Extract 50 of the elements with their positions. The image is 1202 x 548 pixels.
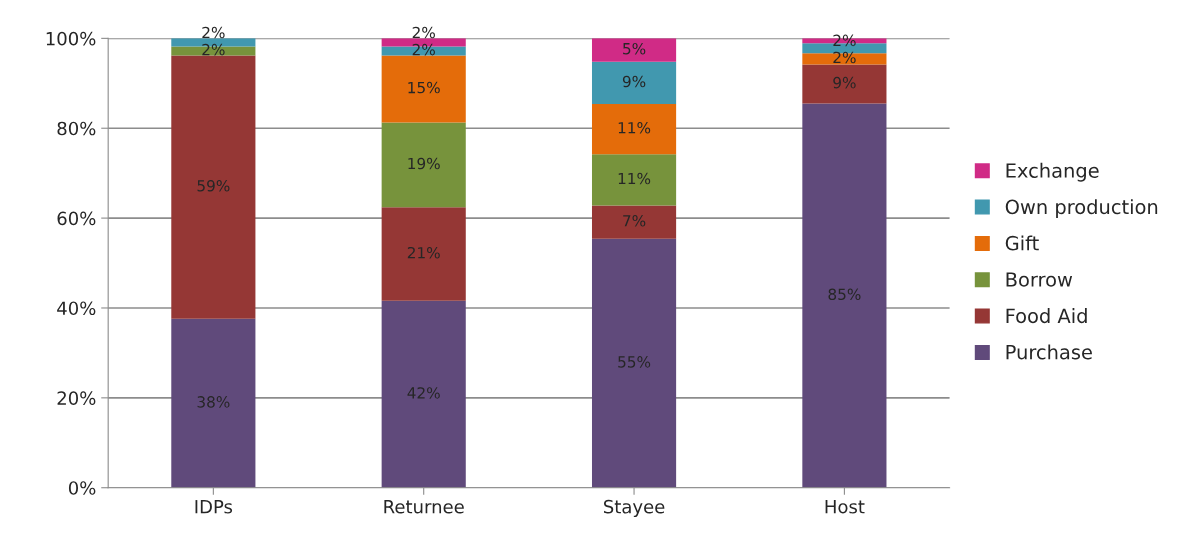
data-label: 21%: [407, 246, 440, 259]
bar: [802, 53, 887, 65]
y-tick-label: 0%: [68, 481, 96, 495]
legend-label: Gift: [1005, 235, 1039, 251]
data-label: 2%: [202, 26, 225, 39]
data-label: 2%: [412, 43, 435, 56]
legend-label: Exchange: [1006, 162, 1099, 182]
data-label: 7%: [623, 215, 646, 227]
bar: [591, 103, 677, 155]
data-label: 38%: [197, 396, 230, 408]
bar: [591, 238, 677, 488]
bar: [591, 205, 677, 239]
data-label: 5%: [623, 42, 646, 55]
data-label: 11%: [618, 122, 651, 134]
legend-label: Food Aid: [1006, 308, 1087, 324]
bar: [171, 55, 256, 319]
bar: [381, 207, 466, 301]
x-tick-label: Returnee: [384, 500, 464, 514]
data-label: 85%: [828, 288, 861, 301]
bar: [171, 318, 256, 488]
data-label: 59%: [197, 179, 230, 192]
bar: [591, 38, 677, 62]
y-tick-label: 20%: [57, 391, 96, 405]
data-label: 2%: [412, 26, 435, 39]
bar: [802, 64, 887, 104]
y-tick-label: 60%: [57, 211, 96, 226]
data-label: 11%: [618, 172, 651, 185]
bar: [381, 55, 466, 123]
x-tick-label: IDPs: [195, 500, 233, 514]
legend-label: Borrow: [1006, 272, 1073, 287]
bar: [381, 300, 466, 488]
legend-label: Purchase: [1006, 344, 1092, 360]
y-tick-label: 100%: [46, 31, 96, 46]
bar: [591, 154, 677, 206]
x-tick-label: Host: [825, 500, 865, 514]
bar: [591, 61, 677, 104]
legend-label: Own production: [1005, 199, 1158, 218]
data-label: 9%: [833, 76, 856, 89]
data-label: 42%: [407, 387, 440, 399]
bar: [381, 122, 466, 208]
y-tick-label: 40%: [57, 301, 96, 316]
data-label: 2%: [833, 51, 856, 64]
data-label: 2%: [202, 43, 225, 56]
data-label: 19%: [408, 157, 440, 170]
y-tick-label: 80%: [57, 121, 96, 136]
data-label: 9%: [622, 75, 646, 88]
bar: [802, 103, 887, 488]
data-label: 55%: [618, 356, 651, 368]
x-tick-label: Stayee: [603, 499, 665, 517]
data-label: 15%: [408, 81, 440, 94]
